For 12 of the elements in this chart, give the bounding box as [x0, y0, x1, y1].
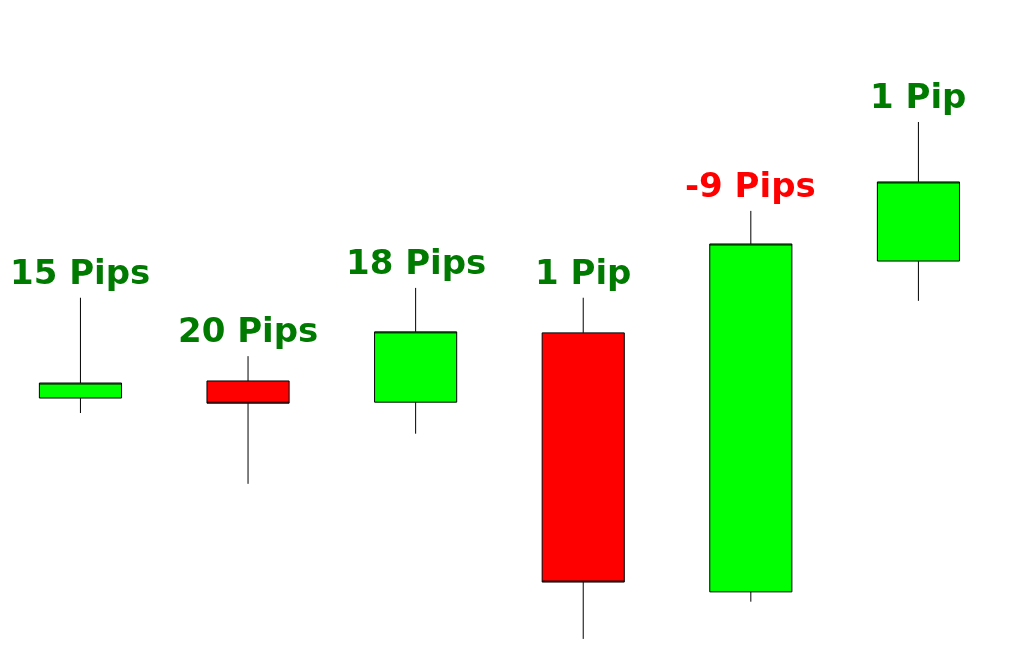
annotation: -9 Pips — [685, 165, 816, 205]
candlestick — [709, 210, 793, 603]
annotation: 1 Pip — [870, 76, 967, 116]
candlestick — [876, 121, 960, 302]
candlestick — [38, 297, 123, 414]
annotation: 15 Pips — [10, 252, 151, 292]
candlestick — [374, 287, 458, 435]
annotation: 1 Pip — [535, 252, 632, 292]
annotation: 18 Pips — [346, 242, 487, 282]
candlestick — [206, 355, 290, 485]
candlestick — [541, 297, 625, 640]
annotation: 20 Pips — [178, 310, 319, 350]
